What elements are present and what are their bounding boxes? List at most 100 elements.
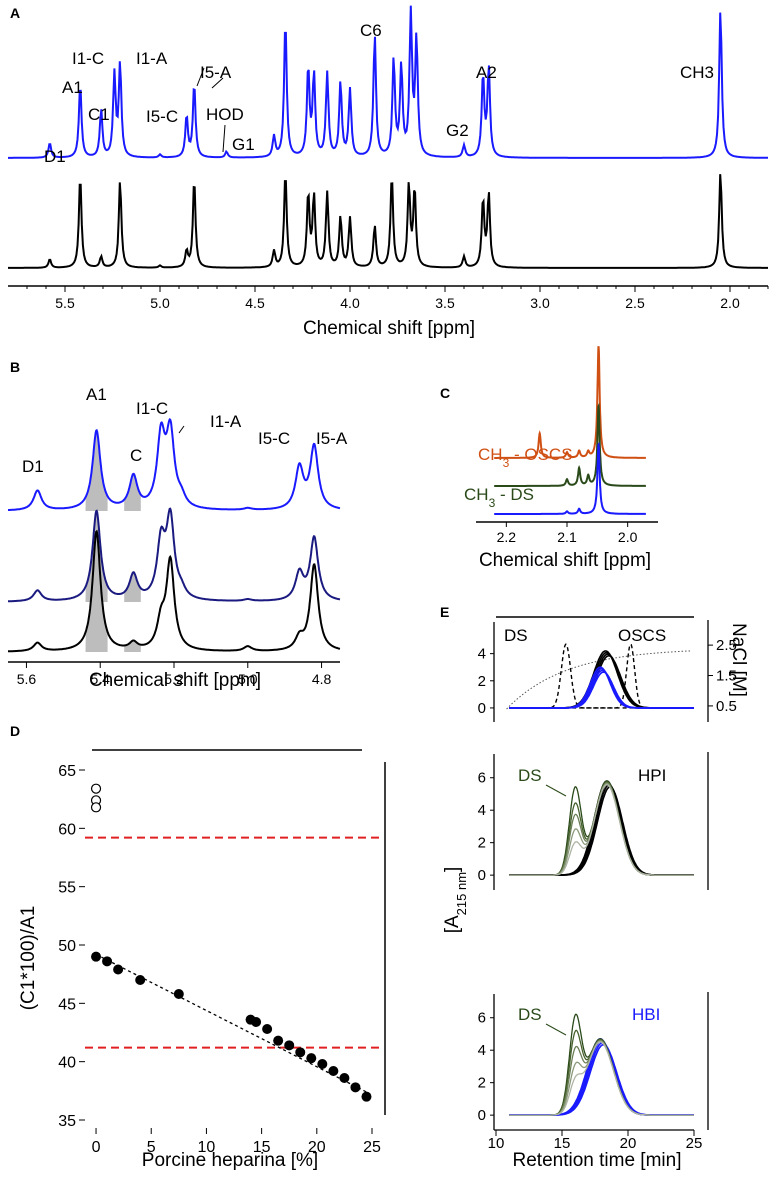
shaded-integral-region — [124, 640, 141, 652]
leader-line-i1a — [196, 67, 205, 87]
trend-line — [95, 953, 367, 1093]
peak-label-c-b: C — [130, 446, 142, 465]
peak-label-g1: G1 — [232, 135, 255, 154]
y-tick-label-e: 6 — [478, 1010, 486, 1027]
peak-label-c1: C1 — [88, 105, 110, 124]
label-ds-e2: DS — [518, 766, 542, 785]
x-tick-label-a: 5.0 — [150, 295, 170, 311]
x-tick-label-b: 5.6 — [17, 671, 37, 687]
x-tick-label-d: 15 — [253, 1139, 271, 1156]
data-point-open — [90, 783, 102, 794]
peak-label-i1c-b: I1-C — [136, 399, 168, 418]
spectrum-c-1 — [494, 402, 646, 487]
chromatogram-trace — [509, 669, 694, 709]
label-ds-e3: DS — [518, 1005, 542, 1024]
nacl-axis-label: NaCl [M] — [728, 623, 749, 697]
panel-c-letter: C — [440, 385, 450, 401]
data-point-filled — [262, 1024, 273, 1034]
y-tick-label-d: 50 — [58, 938, 76, 955]
panel-b-letter: B — [10, 359, 20, 375]
data-point-filled — [135, 975, 146, 985]
x-tick-label-d: 5 — [147, 1139, 156, 1156]
spectrum-c-0 — [494, 345, 646, 459]
label-hpi-e2: HPI — [638, 766, 666, 785]
panel-a: A 5.5 5.0 4.5 4.0 3.5 3.0 2.5 2.0 D1 A1 C1 I1-C… — [8, 5, 769, 339]
panel-e-xlabel: Retention time [min] — [513, 1150, 682, 1171]
spectrum-c-2 — [494, 441, 646, 515]
x-tick-label-d: 25 — [363, 1139, 381, 1156]
x-tick-label-a: 4.0 — [340, 295, 360, 311]
y-tick-label-e: 0 — [478, 867, 486, 884]
peak-label-ch3: CH3 — [680, 63, 714, 82]
panel-b-xlabel: Chemical shift [ppm] — [89, 670, 261, 691]
data-point-filled — [317, 1059, 328, 1069]
spectrum-b-2 — [8, 529, 341, 653]
data-point-filled — [295, 1047, 306, 1058]
x-tick-label-e: 10 — [488, 1135, 505, 1152]
ds-spike-trace — [509, 1039, 694, 1116]
x-tick-label-a: 3.0 — [530, 295, 550, 311]
y-tick-label-d: 35 — [58, 1113, 76, 1130]
peak-label-d1-b: D1 — [22, 457, 44, 476]
x-tick-label-b: 5.4 — [90, 671, 110, 687]
leader-line-i1a-b — [178, 425, 185, 434]
peak-label-i5c: I5-C — [146, 107, 178, 126]
chromatogram-trace — [509, 784, 694, 876]
data-point-filled — [350, 1082, 361, 1093]
chromatogram-trace — [509, 1040, 694, 1116]
x-tick-label-b: 5.2 — [164, 671, 184, 687]
x-tick-label-a: 2.5 — [625, 295, 645, 311]
x-tick-label-a: 3.5 — [435, 295, 455, 311]
y-tick-label-e: 4 — [478, 646, 486, 663]
spectrum-a-black — [8, 174, 768, 269]
panel-d-xlabel: Porcine heparina [%] — [142, 1150, 318, 1171]
x-tick-label-a: 4.5 — [245, 295, 265, 311]
panel-e-ylabel: [A215 nm] — [442, 867, 469, 934]
shaded-integral-region — [124, 473, 141, 511]
y-tick-label-e: 0 — [478, 700, 486, 717]
y-tick-label-d: 40 — [58, 1055, 76, 1072]
label-ch3-oscs: CH3 - OSCS — [478, 445, 573, 470]
x-tick-label-d: 10 — [198, 1139, 216, 1156]
panel-c: C 2.2 2.1 2.0 CH3 - OSCS CH3 - DS Chemical… — [440, 345, 658, 571]
y-tick-label-e: 2 — [478, 673, 486, 690]
data-point-open — [90, 802, 102, 813]
y-tick-label-e: 6 — [478, 770, 486, 787]
panel-d-ylabel: (C1*100)/A1 — [18, 906, 39, 1011]
data-point-filled — [273, 1035, 284, 1046]
peak-label-i5a: I5-A — [200, 63, 232, 82]
data-point-filled — [251, 1017, 262, 1027]
label-hbi-e3: HBI — [632, 1005, 660, 1024]
x-tick-label-b: 5.0 — [238, 671, 258, 687]
ds-spike-trace — [509, 1013, 694, 1116]
chromatogram-trace — [509, 668, 694, 709]
shaded-integral-region — [85, 430, 108, 511]
peak-label-i1c: I1-C — [72, 49, 104, 68]
panel-d-letter: D — [10, 723, 20, 739]
data-point-filled — [328, 1066, 339, 1076]
panel-e-letter: E — [440, 604, 449, 620]
peak-label-g2: G2 — [446, 121, 469, 140]
chromatogram-trace — [509, 1037, 694, 1116]
peak-label-i5c-b: I5-C — [258, 429, 290, 448]
x-tick-label-a: 5.5 — [55, 295, 75, 311]
x-tick-label-a: 2.0 — [720, 295, 740, 311]
panel-d: D 35 40 45 50 55 60 65 0 5 10 15 20 25 Porcine hepar… — [10, 723, 386, 1171]
x-tick-label-e: 20 — [620, 1135, 637, 1152]
data-point-filled — [173, 989, 184, 999]
data-point-filled — [339, 1073, 350, 1083]
chromatogram-trace — [509, 1041, 694, 1116]
data-point-filled — [91, 951, 102, 962]
ds-spike-trace — [509, 1040, 694, 1116]
peak-label-a2: A2 — [476, 63, 497, 82]
label-ds-e1: DS — [504, 626, 528, 645]
leader-line-hod — [222, 124, 226, 153]
peak-label-d1: D1 — [44, 147, 66, 166]
label-oscs-e1: OSCS — [618, 626, 666, 645]
data-point-filled — [306, 1053, 317, 1064]
leader-line-i1c — [211, 77, 224, 89]
panel-e: E 0 2 4 0.5 1.5 2.5 0 2 4 6 0 2 4 6 10 15 20 25 DS OSCS D… — [440, 604, 749, 1171]
peak-label-i5a-b: I5-A — [316, 429, 348, 448]
panel-b: B 5.6 5.4 5.2 5.0 4.8 D1 A1 C I1-C I1-A I5-C… — [8, 359, 348, 691]
